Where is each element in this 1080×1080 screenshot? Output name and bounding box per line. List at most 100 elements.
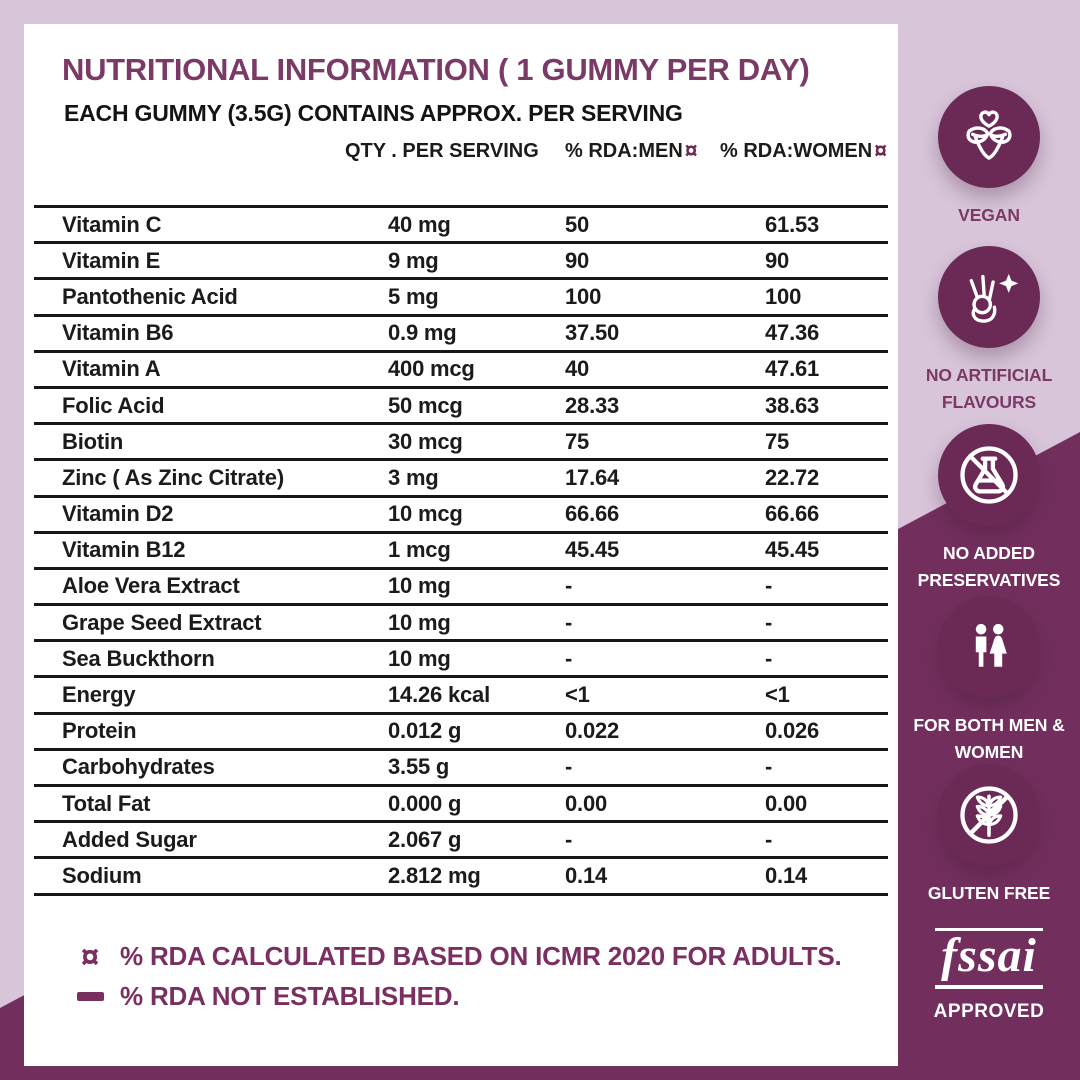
qty-value: 50 mcg	[388, 392, 463, 418]
rda-women-value: 38.63	[765, 392, 820, 418]
badge-label: FOR BOTH MEN & WOMEN	[913, 715, 1065, 763]
rda-women-value: 66.66	[765, 501, 820, 527]
qty-value: 10 mg	[388, 609, 451, 635]
rda-women-value: 100	[765, 283, 802, 309]
no-gluten-wheat-icon	[960, 786, 1018, 844]
table-row: Vitamin C 40 mg 50 61.53	[34, 205, 888, 241]
rda-reference-icon: ¤	[874, 137, 888, 163]
badge-sidebar: VEGAN NO ARTIFICIAL FLAVOURS	[898, 0, 1080, 1080]
nutrition-card: NUTRITIONAL INFORMATION ( 1 GUMMY PER DA…	[24, 24, 898, 1066]
table-row: Sea Buckthorn 10 mg - -	[34, 639, 888, 675]
footnote-text: % RDA CALCULATED BASED ON ICMR 2020 FOR …	[120, 940, 842, 971]
badge-label: APPROVED	[933, 1001, 1045, 1023]
rda-men-value: -	[565, 609, 573, 635]
man-woman-icon	[975, 623, 1007, 667]
nutrient-name: Folic Acid	[62, 392, 165, 418]
qty-value: 0.012 g	[388, 718, 462, 744]
nutrient-name: Sea Buckthorn	[62, 645, 215, 671]
nutrient-name: Sodium	[62, 862, 142, 888]
rda-women-value: -	[765, 645, 773, 671]
qty-value: 5 mg	[388, 283, 439, 309]
column-header-qty-label: QTY . PER SERVING	[345, 140, 539, 162]
nutrient-name: Vitamin C	[62, 211, 162, 237]
badge-gluten-free: GLUTEN FREE	[898, 764, 1080, 907]
qty-value: 30 mcg	[388, 428, 463, 454]
table-row: Carbohydrates 3.55 g - -	[34, 747, 888, 784]
rda-men-value: 100	[565, 283, 602, 309]
rda-women-value: 0.00	[765, 790, 808, 816]
rda-men-value: 45.45	[565, 537, 620, 563]
rda-women-value: 75	[765, 428, 790, 454]
badge-label: NO ADDED PRESERVATIVES	[917, 543, 1061, 591]
ok-hand-sparkle-icon	[969, 273, 1019, 323]
table-row: Vitamin D2 10 mcg 66.66 66.66	[34, 494, 888, 531]
table-row: Vitamin B12 1 mcg 45.45 45.45	[34, 530, 888, 567]
table-row: Sodium 2.812 mg 0.14 0.14	[34, 856, 888, 896]
qty-value: 10 mg	[388, 573, 451, 599]
rda-women-value: 61.53	[765, 211, 820, 237]
table-column-headers: QTY . PER SERVING % RDA:MEN ¤ % RDA:WOMEN…	[24, 137, 898, 170]
table-row: Added Sugar 2.067 g - -	[34, 820, 888, 856]
table-row: Pantothenic Acid 5 mg 100 100	[34, 277, 888, 313]
page-title: NUTRITIONAL INFORMATION ( 1 GUMMY PER DA…	[62, 52, 810, 87]
badge-no-added-preservatives: NO ADDED PRESERVATIVES	[898, 424, 1080, 594]
nutrient-name: Energy	[62, 682, 136, 708]
qty-value: 40 mg	[388, 211, 451, 237]
footnote-text: % RDA NOT ESTABLISHED.	[120, 980, 460, 1011]
rda-reference-icon: ¤	[684, 137, 698, 163]
qty-value: 3.55 g	[388, 754, 450, 780]
qty-value: 0.000 g	[388, 790, 462, 816]
rda-men-value: -	[565, 573, 573, 599]
table-row: Aloe Vera Extract 10 mg - -	[34, 566, 888, 603]
qty-value: 3 mg	[388, 464, 439, 490]
rda-women-value: 47.61	[765, 356, 820, 382]
rda-women-value: 47.36	[765, 320, 820, 346]
rda-men-value: <1	[565, 682, 590, 708]
rda-women-value: 0.14	[765, 862, 808, 888]
nutrient-name: Grape Seed Extract	[62, 609, 262, 635]
nutrition-table: Vitamin C 40 mg 50 61.53 Vitamin E 9 mg 90 90 Pa…	[34, 205, 888, 896]
badge-vegan: VEGAN	[898, 86, 1080, 229]
fssai-logo: fssai	[935, 928, 1043, 990]
rda-women-value: -	[765, 609, 773, 635]
rda-icon: ¤	[80, 937, 100, 975]
nutrient-name: Vitamin E	[62, 247, 161, 273]
rda-men-value: 40	[565, 356, 590, 382]
table-row: Vitamin A 400 mcg 40 47.61	[34, 349, 888, 386]
footnote-rda-calculated: ¤ % RDA CALCULATED BASED ON ICMR 2020 FO…	[72, 936, 842, 976]
rda-men-value: 17.64	[565, 464, 620, 490]
qty-value: 14.26 kcal	[388, 682, 490, 708]
rda-men-value: 66.66	[565, 501, 620, 527]
table-row: Total Fat 0.000 g 0.00 0.00	[34, 784, 888, 820]
rda-men-value: -	[565, 826, 573, 852]
rda-men-value: 50	[565, 211, 590, 237]
qty-value: 9 mg	[388, 247, 439, 273]
rda-men-value: 90	[565, 247, 590, 273]
column-header-men-label: % RDA:MEN	[565, 140, 683, 162]
badge-label: VEGAN	[958, 205, 1020, 225]
vegan-leaf-heart-icon	[966, 110, 1012, 160]
column-header-qty: QTY . PER SERVING	[345, 140, 539, 163]
nutrient-name: Vitamin B6	[62, 320, 174, 346]
nutrient-name: Biotin	[62, 428, 124, 454]
rda-women-value: 45.45	[765, 537, 820, 563]
rda-men-value: 37.50	[565, 320, 620, 346]
page-subtitle: EACH GUMMY (3.5G) CONTAINS APPROX. PER S…	[64, 100, 683, 126]
table-row: Biotin 30 mcg 75 75	[34, 422, 888, 458]
qty-value: 10 mcg	[388, 501, 463, 527]
fssai-logo-text: fssai	[941, 929, 1037, 982]
table-row: Vitamin E 9 mg 90 90	[34, 241, 888, 277]
table-row: Vitamin B6 0.9 mg 37.50 47.36	[34, 313, 888, 350]
qty-value: 0.9 mg	[388, 320, 457, 346]
qty-value: 2.812 mg	[388, 862, 481, 888]
badge-for-both-men-women: FOR BOTH MEN & WOMEN	[898, 596, 1080, 766]
column-header-women-label: % RDA:WOMEN	[720, 140, 873, 162]
badge-label: GLUTEN FREE	[927, 883, 1051, 903]
rda-men-value: 75	[565, 428, 590, 454]
qty-value: 400 mcg	[388, 356, 475, 382]
qty-value: 1 mcg	[388, 537, 451, 563]
nutrient-name: Added Sugar	[62, 826, 197, 852]
table-row: Energy 14.26 kcal <1 <1	[34, 675, 888, 711]
column-header-rda-men: % RDA:MEN ¤	[565, 137, 698, 163]
dash-icon	[76, 991, 104, 1001]
